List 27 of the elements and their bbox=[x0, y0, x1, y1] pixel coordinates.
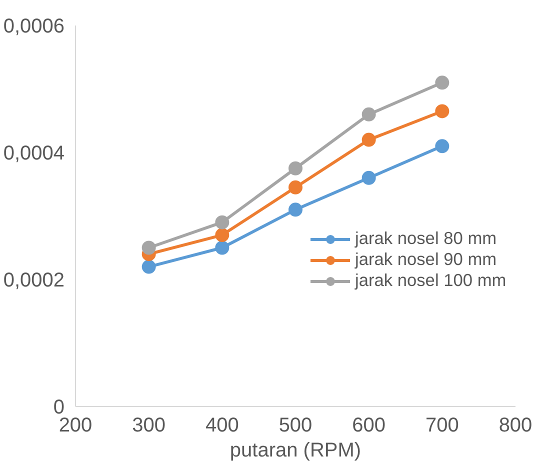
point bbox=[362, 132, 376, 147]
y-tick-label: 0,0002 bbox=[3, 270, 64, 292]
point bbox=[435, 104, 450, 118]
point bbox=[288, 180, 302, 194]
point bbox=[215, 240, 230, 255]
point bbox=[362, 170, 376, 185]
legend-label: jarak nosel 90 mm bbox=[355, 249, 497, 270]
x-tick-label: 700 bbox=[425, 414, 459, 436]
x-axis-title: putaran (RPM) bbox=[230, 440, 362, 462]
point bbox=[362, 107, 376, 122]
point bbox=[288, 202, 302, 217]
x-tick-label: 600 bbox=[352, 414, 386, 436]
y-tick-label: 0,0004 bbox=[3, 142, 64, 164]
point bbox=[288, 161, 302, 176]
legend-label: jarak nosel 100 mm bbox=[355, 270, 506, 291]
x-tick-label: 500 bbox=[278, 414, 312, 436]
x-tick-label: 400 bbox=[205, 414, 239, 436]
point bbox=[142, 240, 156, 255]
point bbox=[215, 215, 230, 230]
point bbox=[435, 139, 450, 154]
x-tick-label: 800 bbox=[498, 414, 532, 436]
point bbox=[215, 228, 230, 242]
legend-label: jarak nosel 80 mm bbox=[355, 228, 497, 249]
y-tick-label: 0,0006 bbox=[3, 16, 64, 38]
point bbox=[142, 260, 156, 274]
point bbox=[435, 76, 450, 90]
x-tick-label: 300 bbox=[132, 414, 166, 436]
